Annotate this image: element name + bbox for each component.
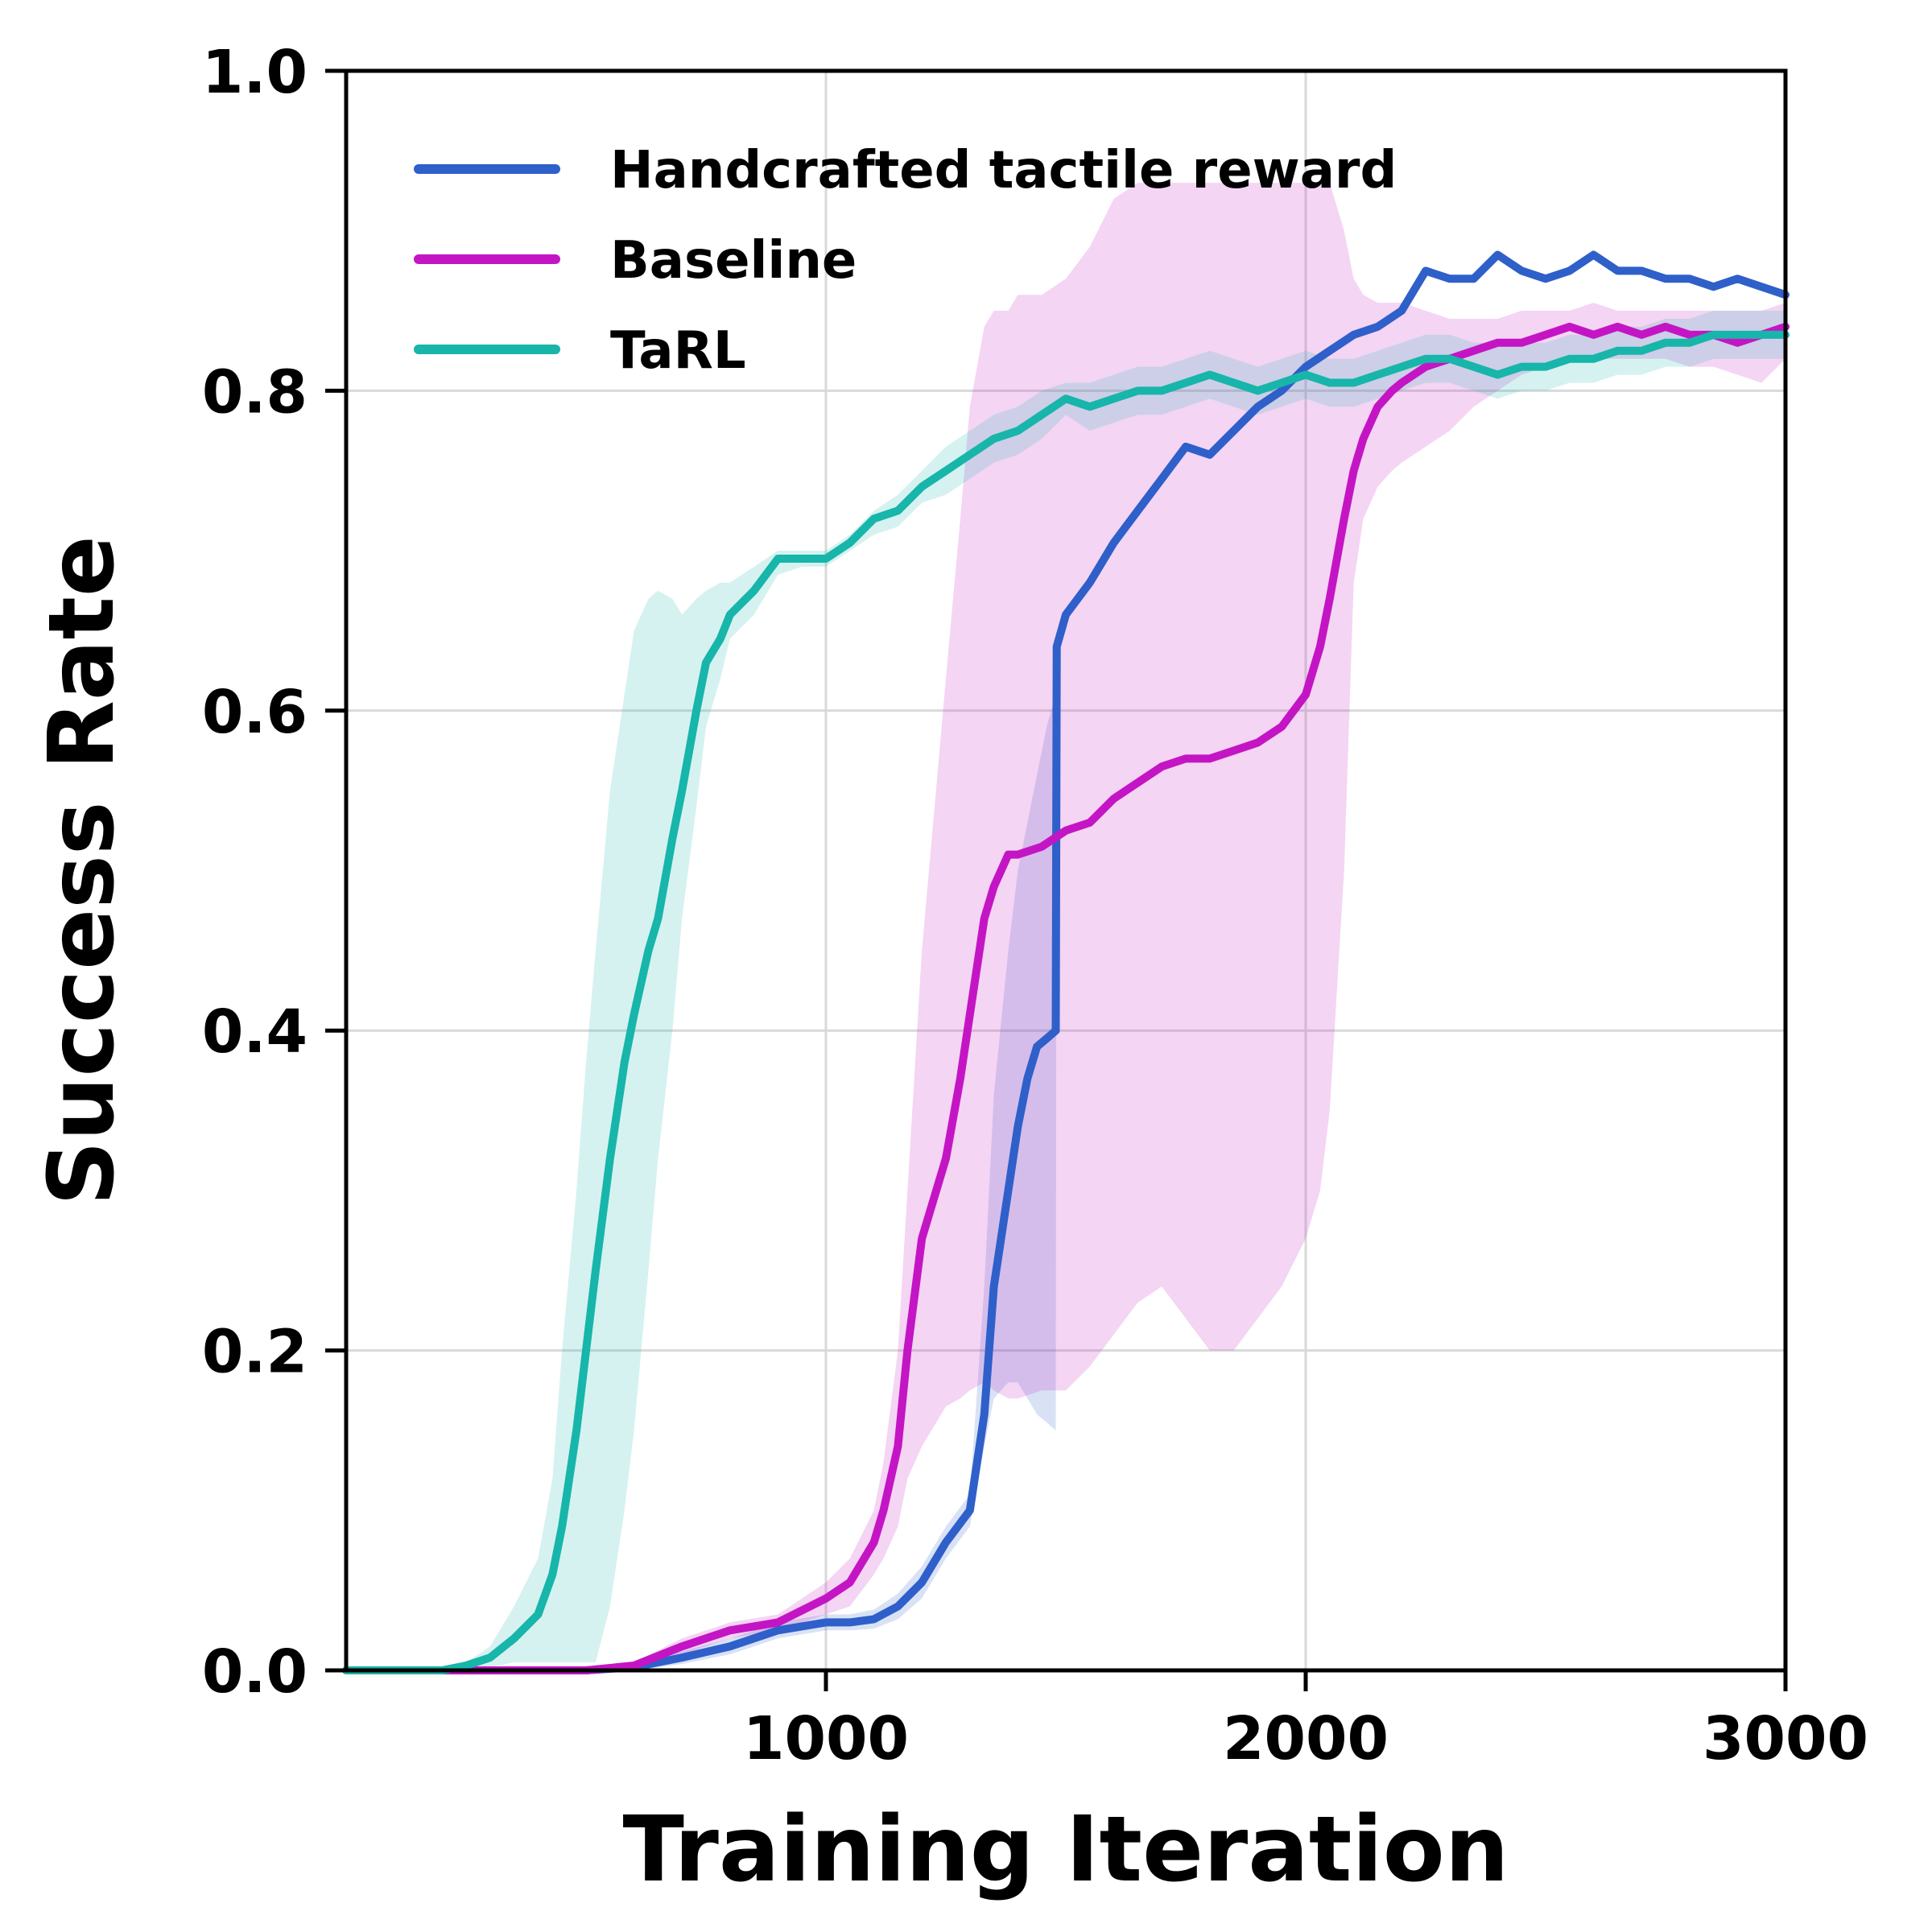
plot-frame: [344, 68, 1788, 1673]
y-tick-label: 1.0: [202, 38, 308, 107]
series-lines: [342, 250, 1790, 1674]
x-tick-label: 1000: [743, 1704, 909, 1773]
y-axis-title: Success Rate: [30, 535, 134, 1206]
y-tick-label: 0.6: [202, 678, 308, 747]
confidence-band: [346, 311, 1785, 1670]
y-tick-label: 0.4: [202, 997, 308, 1067]
y-tick-label: 0.8: [202, 357, 308, 427]
legend-label: TaRL: [610, 321, 746, 381]
legend: Handcrafted tactile reward Baseline TaRL: [414, 141, 1397, 381]
legend-label: Baseline: [610, 231, 857, 291]
x-tick-label: 2000: [1223, 1704, 1389, 1773]
series-line: [342, 322, 1790, 1674]
y-tick-label: 0.2: [202, 1318, 308, 1387]
y-tick-label: 0.0: [202, 1637, 308, 1707]
y-axis-ticks: 0.0 0.2 0.4 0.6 0.8 1.0: [202, 38, 346, 1707]
series-line: [342, 250, 1790, 1674]
series-line: [342, 330, 1790, 1674]
confidence-bands: [346, 183, 1785, 1671]
legend-label: Handcrafted tactile reward: [610, 141, 1397, 200]
x-axis-title: Training Iteration: [623, 1798, 1509, 1902]
x-axis-ticks: 1000 2000 3000: [743, 1670, 1868, 1773]
x-tick-label: 3000: [1703, 1704, 1868, 1773]
confidence-band: [346, 183, 1785, 1671]
